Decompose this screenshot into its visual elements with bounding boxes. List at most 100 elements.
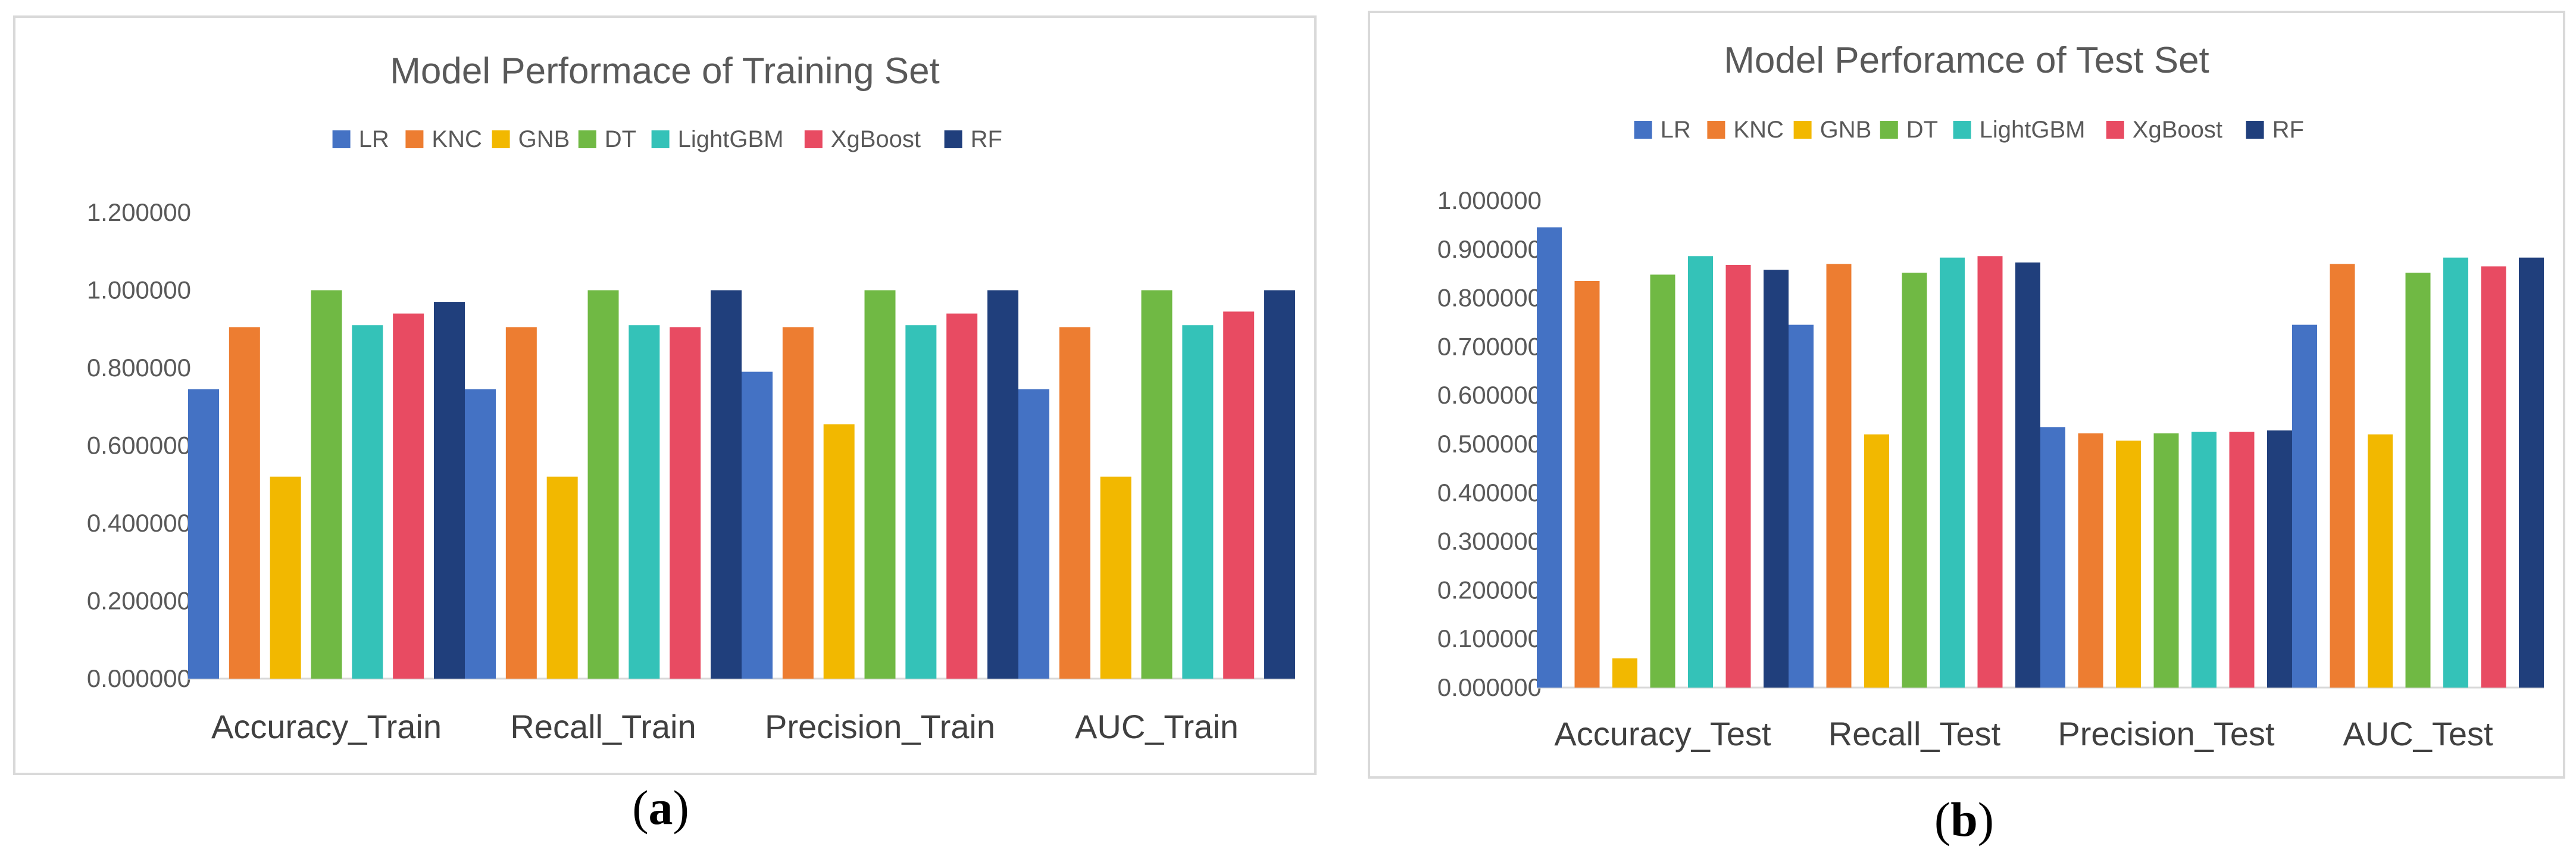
legend-label-xgboost: XgBoost (2133, 117, 2222, 143)
legend-swatch-rf (944, 130, 962, 148)
y-tick-label: 0.600000 (87, 432, 191, 460)
legend-label-lr: LR (1661, 117, 1691, 143)
bar-rf-precision_test (2267, 430, 2292, 688)
bar-dt-precision_test (2153, 433, 2179, 688)
legend-swatch-knc (405, 130, 424, 148)
bar-lr-precision_train (742, 371, 773, 679)
x-category-label: Recall_Test (1828, 715, 2001, 752)
legend-label-xgboost: XgBoost (831, 126, 921, 152)
bar-lightgbm-accuracy_test (1688, 256, 1713, 688)
bar-rf-auc_test (2519, 257, 2544, 688)
bar-xgboost-recall_test (1977, 256, 2003, 688)
bar-gnb-recall_test (1864, 434, 1889, 688)
bar-rf-accuracy_test (1764, 270, 1789, 688)
bar-lr-precision_test (2040, 427, 2065, 688)
legend-label-gnb: GNB (518, 126, 570, 152)
y-tick-label: 0.600000 (1437, 381, 1542, 409)
x-category-label: Accuracy_Test (1554, 715, 1771, 752)
bar-lightgbm-accuracy_train (352, 325, 383, 679)
bar-dt-accuracy_train (311, 290, 342, 679)
legend-swatch-lr (1634, 121, 1652, 139)
y-tick-label: 1.000000 (1437, 186, 1542, 214)
x-category-label: Recall_Train (510, 708, 696, 745)
bar-xgboost-auc_test (2481, 266, 2506, 688)
x-category-label: Accuracy_Train (211, 708, 442, 745)
y-tick-label: 0.700000 (1437, 332, 1542, 360)
bar-lightgbm-auc_test (2443, 257, 2468, 688)
bar-rf-auc_train (1264, 290, 1295, 679)
caption-a: (a) (632, 780, 689, 835)
bar-knc-auc_train (1059, 327, 1090, 679)
y-tick-label: 0.900000 (1437, 235, 1542, 263)
x-category-label: Precision_Test (2058, 715, 2275, 752)
x-category-label: AUC_Train (1075, 708, 1239, 745)
y-tick-label: 0.800000 (1437, 284, 1542, 312)
bar-knc-precision_train (782, 327, 814, 679)
legend-label-lightgbm: LightGBM (678, 126, 784, 152)
bar-rf-recall_train (711, 290, 742, 679)
bar-knc-recall_test (1826, 264, 1852, 688)
y-tick-label: 1.200000 (87, 198, 191, 226)
bar-xgboost-auc_train (1223, 311, 1255, 679)
y-tick-label: 0.200000 (87, 587, 191, 615)
legend-label-rf: RF (2272, 117, 2304, 143)
bar-lightgbm-precision_train (905, 325, 937, 679)
legend-swatch-dt (578, 130, 596, 148)
bar-dt-recall_test (1902, 273, 1927, 688)
chart-panel-test: Model Perforamce of Test Set LR KNC GNB DT Li… (1368, 11, 2565, 779)
bar-dt-accuracy_test (1650, 274, 1675, 688)
bar-lightgbm-precision_test (2192, 432, 2217, 688)
legend-label-dt: DT (1906, 117, 1938, 143)
legend-swatch-gnb (1793, 121, 1812, 139)
bar-knc-precision_test (2078, 433, 2103, 688)
bar-gnb-recall_train (546, 476, 578, 679)
x-category-label: AUC_Test (2343, 715, 2493, 752)
bar-lr-auc_train (1018, 389, 1049, 679)
bar-dt-recall_train (587, 290, 619, 679)
legend-swatch-xgboost (804, 130, 823, 148)
legend-label-dt: DT (605, 126, 636, 152)
legend-label-lightgbm: LightGBM (1980, 117, 2086, 143)
bar-xgboost-precision_test (2229, 432, 2255, 688)
y-tick-label: 0.300000 (1437, 527, 1542, 555)
y-tick-label: 0.100000 (1437, 624, 1542, 652)
bar-gnb-precision_train (823, 424, 855, 679)
legend-swatch-lightgbm (1953, 121, 1971, 139)
legend-label-knc: KNC (432, 126, 482, 152)
legend-swatch-dt (1880, 121, 1898, 139)
legend-swatch-rf (2246, 121, 2264, 139)
y-tick-label: 0.400000 (87, 509, 191, 537)
bar-gnb-auc_train (1100, 476, 1131, 679)
bar-lr-accuracy_train (188, 389, 219, 679)
legend-label-knc: KNC (1733, 117, 1783, 143)
bar-lr-accuracy_test (1537, 227, 1562, 688)
bar-dt-precision_train (864, 290, 896, 679)
legend-label-gnb: GNB (1820, 117, 1872, 143)
bar-gnb-accuracy_test (1612, 658, 1637, 688)
legend: LR KNC GNB DT LightGBM XgBoost RF (1634, 117, 2304, 143)
bars (188, 290, 1295, 679)
y-tick-label: 0.000000 (87, 664, 191, 692)
bar-lr-recall_train (465, 389, 496, 679)
bar-gnb-precision_test (2116, 441, 2141, 688)
bars (1537, 227, 2544, 688)
bar-knc-accuracy_train (229, 327, 260, 679)
bar-xgboost-accuracy_train (393, 313, 424, 679)
y-tick-label: 0.800000 (87, 354, 191, 382)
bar-rf-accuracy_train (434, 302, 465, 679)
bar-xgboost-precision_train (946, 313, 978, 679)
bar-gnb-auc_test (2368, 434, 2393, 688)
bar-xgboost-recall_train (670, 327, 701, 679)
chart-panel-training: Model Performace of Training Set LR KNC GNB… (13, 15, 1317, 775)
legend-label-rf: RF (971, 126, 1002, 152)
bar-lr-recall_test (1789, 324, 1814, 688)
bar-knc-accuracy_test (1574, 280, 1600, 688)
legend-swatch-lr (332, 130, 351, 148)
legend-swatch-knc (1707, 121, 1725, 139)
bar-rf-recall_test (2015, 262, 2040, 688)
chart-test-svg: Model Perforamce of Test Set LR KNC GNB DT Li… (1437, 40, 2544, 752)
caption-b: (b) (1934, 792, 1994, 847)
bar-rf-precision_train (987, 290, 1018, 679)
chart-title: Model Perforamce of Test Set (1724, 40, 2209, 81)
chart-training-svg: Model Performace of Training Set LR KNC GNB… (87, 51, 1295, 745)
